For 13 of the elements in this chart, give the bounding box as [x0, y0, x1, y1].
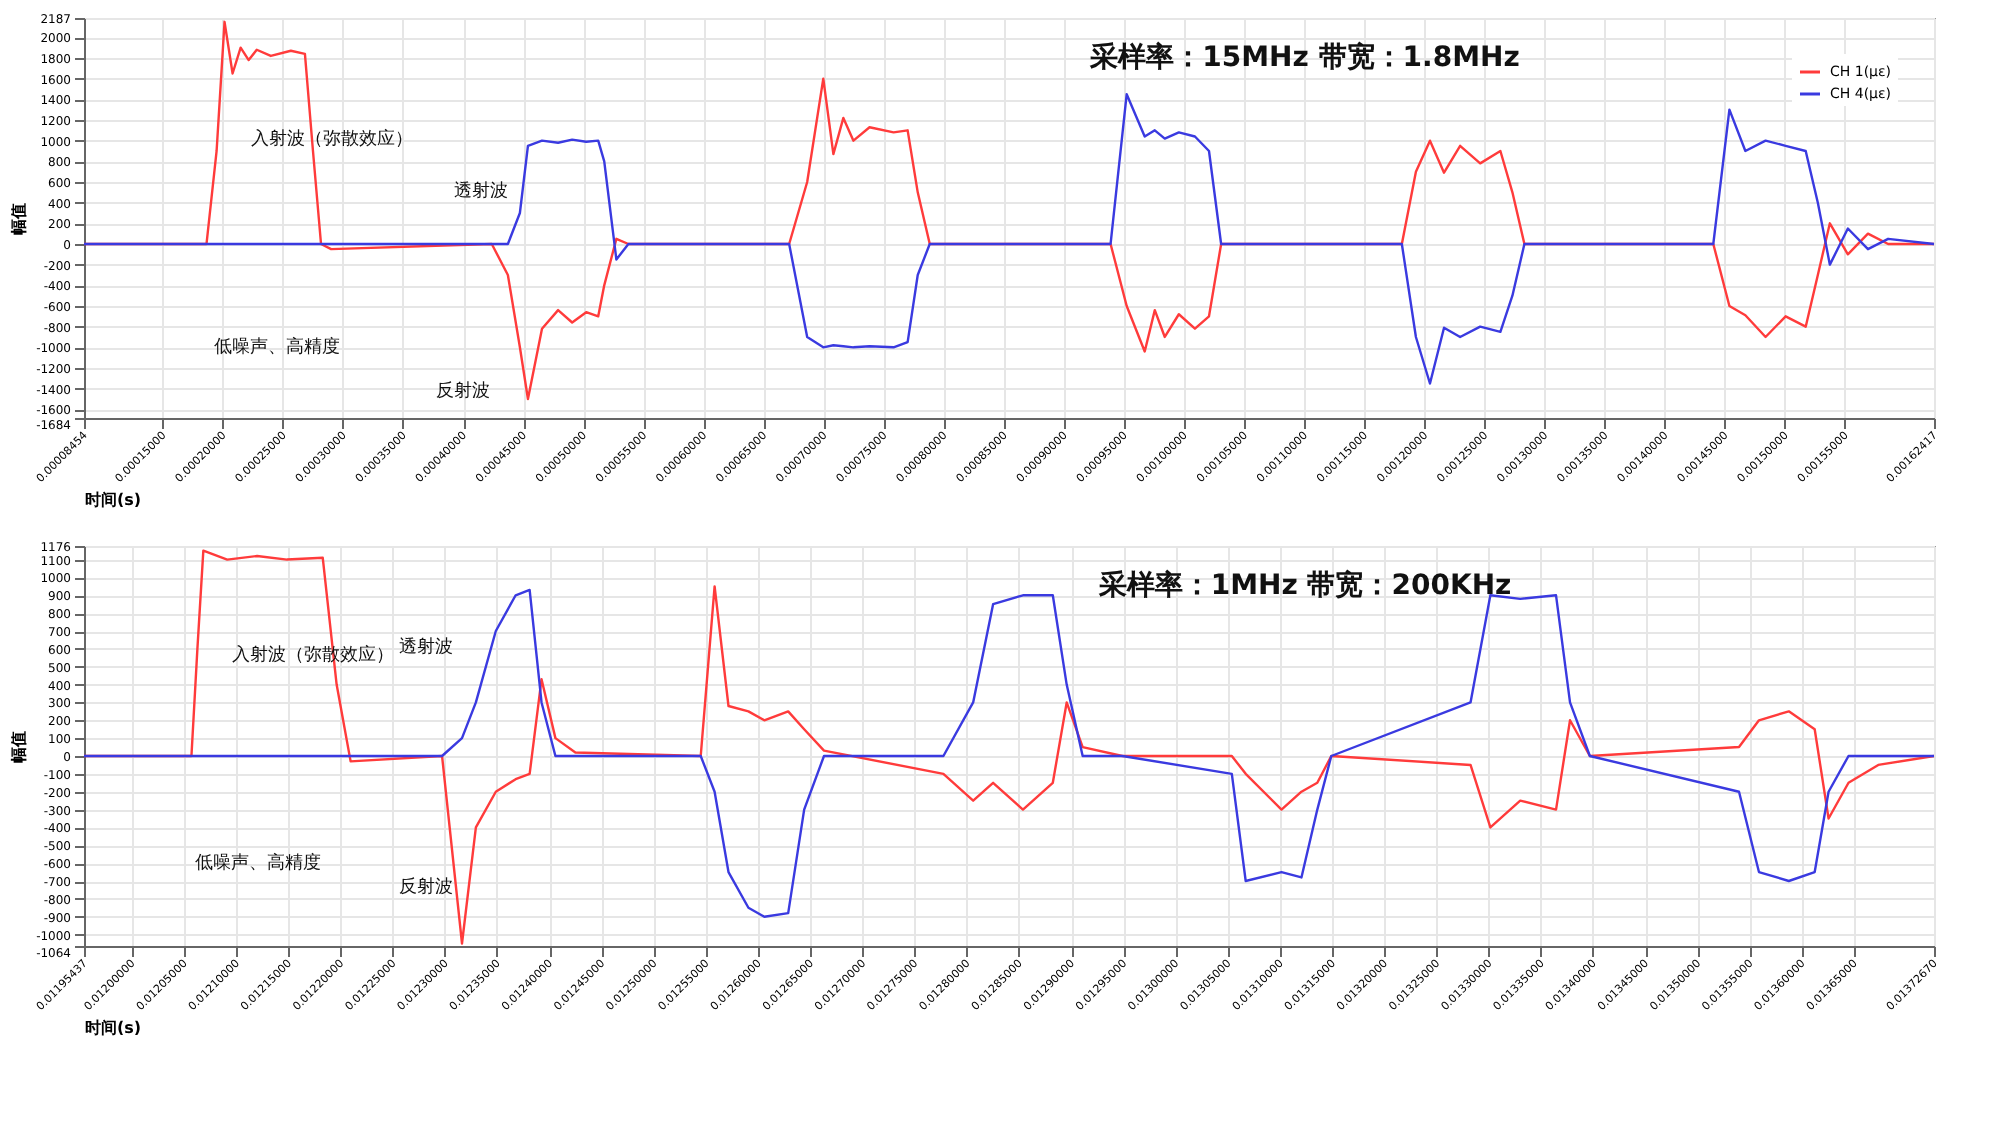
y-axis-title: 幅值 [10, 203, 29, 235]
y-axis-title: 幅值 [10, 731, 29, 763]
annotation: 入射波（弥散效应） [250, 128, 413, 150]
annotation: 反射波 [435, 380, 490, 402]
x-axis-title: 时间(s) [85, 490, 142, 509]
annotation: 采样率：15MHz 带宽：1.8MHz [1088, 40, 1520, 74]
annotation: 反射波 [398, 876, 453, 898]
annotation: 透射波 [454, 180, 508, 202]
annotation: 低噪声、高精度 [195, 852, 321, 874]
x-axis-title: 时间(s) [85, 1018, 142, 1037]
annotation: 低噪声、高精度 [213, 336, 340, 358]
annotation: 采样率：1MHz 带宽：200KHz [1096, 568, 1512, 602]
annotation: 透射波 [398, 636, 453, 658]
